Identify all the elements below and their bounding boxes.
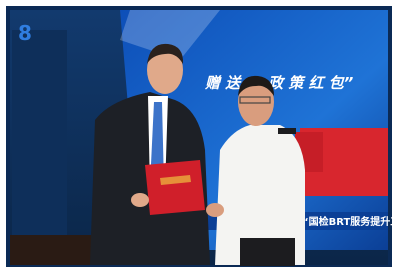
door xyxy=(12,30,67,240)
banner-right: 政 策 红 包” xyxy=(268,74,354,92)
page: {"photo": {"badge": "8", "banner_left": … xyxy=(0,0,398,273)
badge: 8 xyxy=(18,21,32,45)
red-folder xyxy=(145,160,205,215)
right-hand xyxy=(206,203,224,217)
left-hand xyxy=(131,193,149,207)
caption: 速“国检BRT服务提升工 xyxy=(292,215,398,228)
epaulette xyxy=(278,128,296,134)
banner-left: 赠 送 xyxy=(204,74,242,92)
right-man-trousers xyxy=(240,238,295,266)
photo: 8 赠 送 政 策 红 包” 速“国检BRT服务提升工 xyxy=(0,0,398,273)
